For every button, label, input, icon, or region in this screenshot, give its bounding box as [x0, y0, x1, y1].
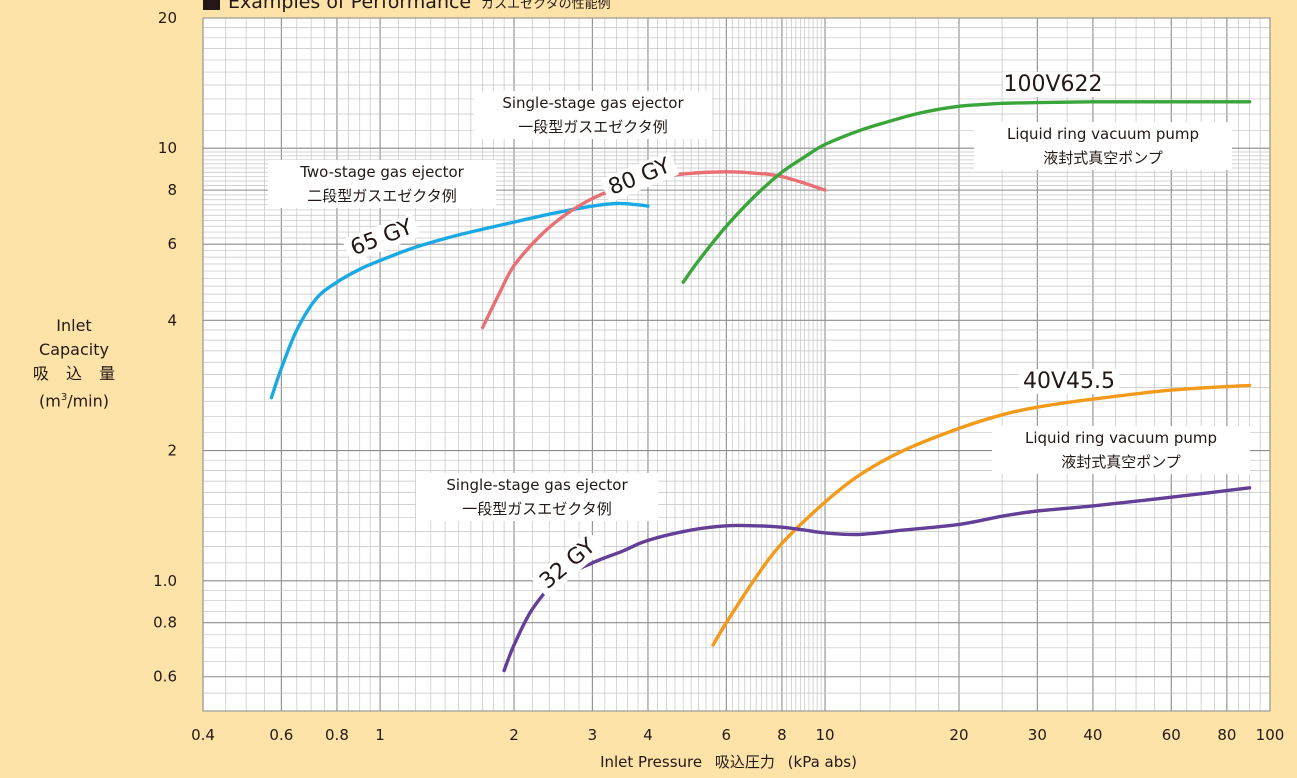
- series-line-65-gy: [269, 201, 650, 400]
- title-jp: ガスエゼクタの性能例: [481, 0, 611, 12]
- y-unit-sup: 3: [60, 392, 68, 403]
- x-tick-label: 20: [949, 726, 968, 744]
- y-label-line1: Inlet: [56, 316, 92, 335]
- x-tick-label: 100: [1256, 726, 1285, 744]
- x-tick-label: 80: [1217, 726, 1236, 744]
- y-tick-label: 1.0: [153, 572, 177, 590]
- note-line2: 一段型ガスエゼクタ例: [462, 500, 611, 518]
- note-note-lr-top: Liquid ring vacuum pump 液封式真空ポンプ: [974, 122, 1232, 170]
- note-note-single-top: Single-stage gas ejector 一段型ガスエゼクタ例: [474, 91, 712, 139]
- note-line1: Liquid ring vacuum pump: [1025, 429, 1217, 447]
- note-line1: Two-stage gas ejector: [299, 163, 464, 181]
- note-bg: [992, 426, 1250, 474]
- note-note-lr-bottom: Liquid ring vacuum pump 液封式真空ポンプ: [992, 426, 1250, 474]
- y-tick-label: 0.8: [153, 614, 177, 632]
- curve-label-bg: [1002, 72, 1104, 97]
- curve-label-text: 40V45.5: [1023, 369, 1115, 394]
- curve-label-bg: [600, 151, 680, 203]
- tick-labels: 0.4 0.6 0.8 1 2 3 4 6 8 10 20 30 40 60 80 100 0.6 0.8 1.0 2…: [153, 9, 1284, 744]
- series-line-40v45-5: [711, 383, 1252, 647]
- x-tick-label: 60: [1162, 726, 1181, 744]
- y-unit-pre: (m: [38, 391, 61, 411]
- x-tick-label: 10: [815, 726, 834, 744]
- plot-frame: [202, 17, 1271, 712]
- x-tick-label: 0.6: [269, 726, 293, 744]
- x-tick-label: 8: [777, 726, 787, 744]
- x-tick-label: 3: [588, 726, 598, 744]
- x-tick-label: 1: [375, 726, 385, 744]
- y-tick-label: 6: [167, 235, 177, 253]
- note-line2: 二段型ガスエゼクタ例: [307, 187, 456, 205]
- note-bg: [416, 473, 658, 521]
- y-label-unit: (m3/min): [0, 386, 148, 413]
- curve-label-lbl-100v: 100V622: [1002, 72, 1104, 97]
- x-tick-label: 0.8: [325, 726, 349, 744]
- y-tick-label: 4: [167, 311, 177, 329]
- y-tick-label: 10: [158, 139, 177, 157]
- y-tick-label: 20: [158, 9, 177, 27]
- x-label-jp: 吸込圧力: [714, 753, 775, 771]
- note-bg: [974, 122, 1232, 170]
- grid: [202, 17, 1271, 712]
- x-tick-label: 30: [1028, 726, 1047, 744]
- curve-label-text: 100V622: [1003, 72, 1102, 97]
- title-en: Examples of Performance: [228, 0, 472, 13]
- y-tick-label: 2: [167, 442, 177, 460]
- note-line2: 液封式真空ポンプ: [1061, 453, 1181, 471]
- curve-label-bg: [1018, 369, 1120, 394]
- series-line-80-gy: [480, 170, 827, 330]
- note-line2: 一段型ガスエゼクタ例: [518, 118, 667, 136]
- curve-label-lbl-40v: 40V45.5: [1018, 369, 1120, 394]
- chart-title: Examples of Performance ガスエゼクタの性能例: [203, 0, 611, 13]
- x-tick-label: 4: [643, 726, 653, 744]
- note-note-single-bottom: Single-stage gas ejector 一段型ガスエゼクタ例: [416, 473, 658, 521]
- x-tick-label: 6: [722, 726, 732, 744]
- note-line1: Single-stage gas ejector: [446, 476, 628, 494]
- x-label-unit: (kPa abs): [787, 753, 857, 771]
- title-square-icon: [203, 0, 220, 10]
- series-line-100v622: [681, 100, 1252, 284]
- note-line1: Single-stage gas ejector: [502, 94, 684, 112]
- x-axis-label: Inlet Pressure 吸込圧力 (kPa abs): [0, 751, 1297, 772]
- x-tick-label: 0.4: [191, 726, 215, 744]
- y-axis-label: Inlet Capacity 吸 込 量 (m3/min): [0, 314, 148, 413]
- note-note-two-stage: Two-stage gas ejector 二段型ガスエゼクタ例: [268, 160, 496, 208]
- y-tick-label: 0.6: [153, 668, 177, 686]
- curve-label-bg: [342, 212, 422, 264]
- y-unit-post: /min): [67, 391, 109, 411]
- note-bg: [268, 160, 496, 208]
- y-label-line3: 吸 込 量: [32, 364, 122, 383]
- note-bg: [474, 91, 712, 139]
- x-tick-label: 40: [1083, 726, 1102, 744]
- y-label-line2: Capacity: [39, 340, 109, 359]
- y-tick-label: 8: [167, 181, 177, 199]
- curve-label-bg: [531, 530, 605, 598]
- note-line2: 液封式真空ポンプ: [1043, 149, 1163, 167]
- note-line1: Liquid ring vacuum pump: [1007, 125, 1199, 143]
- x-label-en: Inlet Pressure: [600, 753, 703, 771]
- x-tick-label: 2: [509, 726, 519, 744]
